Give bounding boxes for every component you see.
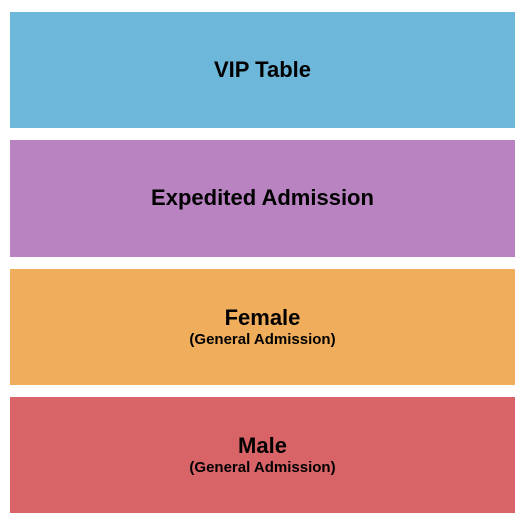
section-subtitle: (General Admission) [189, 459, 335, 476]
section-title: VIP Table [214, 57, 311, 83]
section-title: Expedited Admission [151, 185, 374, 211]
section-subtitle: (General Admission) [189, 331, 335, 348]
section-vip-table: VIP Table [10, 12, 515, 128]
section-title: Female [225, 305, 301, 331]
section-female: Female (General Admission) [10, 269, 515, 385]
section-male: Male (General Admission) [10, 397, 515, 513]
section-expedited-admission: Expedited Admission [10, 140, 515, 256]
section-title: Male [238, 433, 287, 459]
